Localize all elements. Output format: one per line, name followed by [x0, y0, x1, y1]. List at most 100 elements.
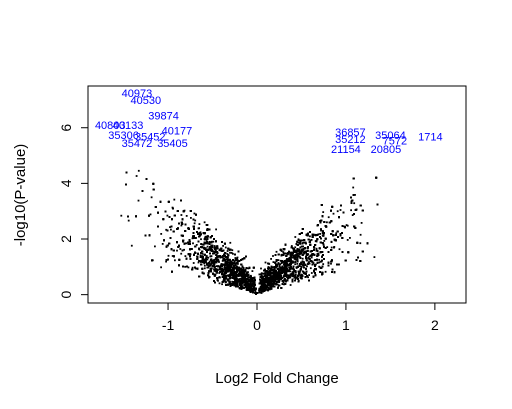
data-point: [352, 186, 355, 189]
data-point: [242, 275, 245, 278]
data-point: [219, 267, 221, 270]
data-point: [283, 252, 285, 255]
data-point: [282, 251, 285, 253]
data-point: [271, 266, 274, 269]
data-point: [205, 255, 208, 257]
data-point: [294, 276, 297, 278]
data-point: [169, 226, 171, 228]
data-point: [231, 249, 234, 252]
data-point: [193, 222, 196, 225]
data-point: [338, 248, 341, 251]
data-point: [272, 261, 275, 263]
data-point: [203, 264, 206, 267]
data-point: [223, 268, 226, 271]
data-point: [283, 283, 285, 286]
data-point: [301, 270, 304, 273]
data-point: [322, 233, 325, 236]
data-point: [170, 228, 172, 231]
data-point: [193, 212, 196, 215]
data-point: [299, 251, 301, 254]
data-point: [295, 277, 297, 280]
data-point: [272, 283, 275, 286]
data-point: [179, 248, 182, 250]
data-point: [210, 244, 213, 247]
data-point: [210, 258, 213, 261]
data-point: [275, 250, 278, 253]
data-point: [205, 259, 207, 261]
data-point: [233, 260, 236, 262]
data-point: [215, 228, 217, 231]
data-point: [301, 260, 304, 263]
data-point: [296, 257, 299, 260]
data-point: [280, 270, 283, 273]
data-point: [206, 266, 209, 269]
data-point: [247, 277, 249, 279]
data-point: [202, 243, 205, 246]
data-point: [295, 251, 298, 253]
data-point: [239, 282, 242, 284]
data-point: [184, 255, 187, 257]
data-point: [213, 268, 215, 271]
data-point: [199, 231, 202, 234]
data-point: [292, 274, 295, 277]
data-point: [349, 237, 351, 239]
data-point: [216, 272, 218, 274]
data-point: [226, 253, 229, 255]
data-point: [350, 209, 352, 212]
data-point: [213, 270, 216, 272]
data-point: [287, 274, 289, 277]
data-point: [165, 228, 168, 231]
data-point: [215, 253, 218, 256]
data-point: [229, 260, 231, 263]
data-point: [206, 258, 209, 261]
data-point: [290, 245, 293, 247]
data-point: [231, 284, 234, 286]
data-point: [161, 243, 164, 245]
data-point: [245, 275, 248, 278]
data-point: [127, 219, 130, 222]
data-point: [318, 265, 321, 268]
data-point: [226, 250, 229, 252]
data-point: [289, 276, 292, 279]
data-point: [192, 262, 195, 264]
data-point: [309, 267, 312, 270]
data-point: [180, 214, 183, 216]
data-point: [222, 274, 225, 277]
data-point: [218, 272, 221, 274]
data-point: [236, 256, 239, 259]
data-point: [279, 263, 282, 266]
data-point: [230, 260, 233, 263]
data-point: [323, 240, 326, 242]
data-point: [322, 211, 325, 213]
data-point: [120, 214, 123, 217]
data-point: [235, 283, 238, 286]
data-point: [201, 252, 204, 255]
data-point: [258, 273, 261, 276]
data-point: [200, 238, 202, 241]
data-point: [272, 255, 274, 257]
data-point: [285, 276, 288, 278]
data-point: [190, 217, 192, 219]
data-point: [295, 258, 297, 261]
data-point: [241, 285, 244, 288]
data-point: [296, 260, 299, 263]
data-point: [149, 213, 152, 216]
data-point: [236, 280, 238, 282]
data-point: [282, 275, 285, 277]
data-point: [247, 267, 250, 270]
data-point: [295, 266, 298, 269]
data-point: [315, 233, 317, 236]
data-point: [221, 260, 224, 262]
data-point: [294, 258, 296, 261]
data-point: [210, 255, 212, 258]
data-point: [310, 239, 313, 241]
data-point: [180, 252, 183, 255]
data-point: [174, 259, 176, 262]
data-point: [314, 240, 317, 242]
data-point: [336, 210, 339, 213]
data-point: [229, 251, 231, 254]
data-point: [330, 246, 333, 249]
data-point: [194, 219, 197, 222]
data-point: [299, 270, 301, 273]
data-point: [319, 220, 321, 222]
